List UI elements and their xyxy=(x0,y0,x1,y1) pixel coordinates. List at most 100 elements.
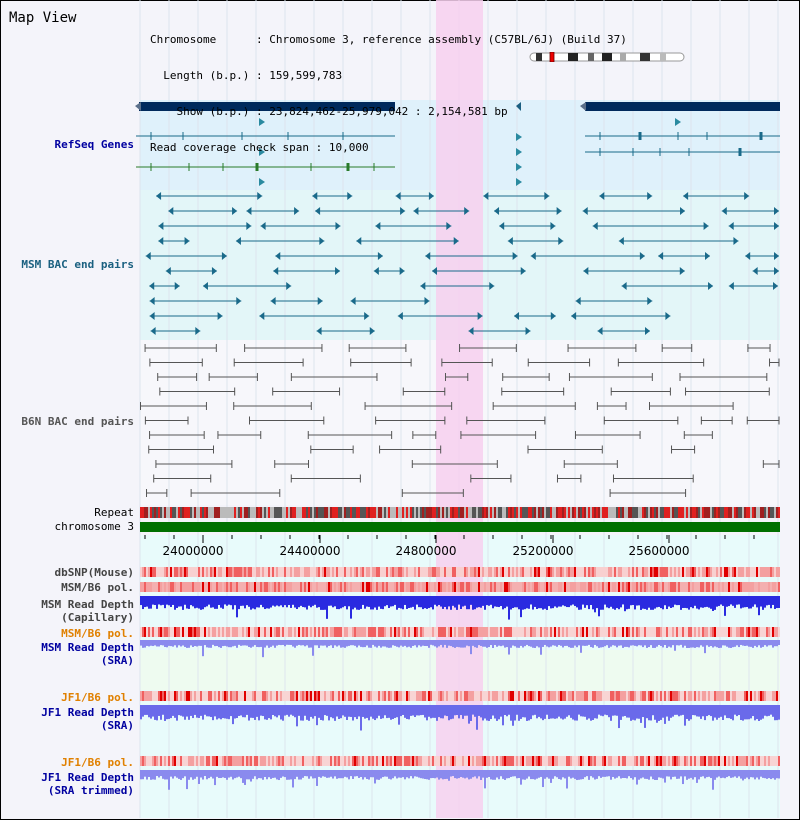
track-label-repeat[interactable]: Repeat xyxy=(94,506,134,519)
read-depth-bar xyxy=(292,705,294,716)
polymorphism-cell xyxy=(306,582,308,592)
read-depth-bar xyxy=(438,770,440,780)
read-depth-bar xyxy=(562,705,564,720)
read-depth-bar xyxy=(246,640,248,646)
polymorphism-cell xyxy=(646,582,648,592)
track-label-b6n-bac[interactable]: B6N BAC end pairs xyxy=(21,415,134,428)
polymorphism-cell xyxy=(422,691,424,701)
polymorphism-cell xyxy=(440,691,442,701)
read-depth-bar xyxy=(342,596,344,608)
polymorphism-cell xyxy=(540,627,542,637)
polymorphism-cell xyxy=(422,582,424,592)
read-depth-bar xyxy=(196,770,198,777)
track-label-jf1-read-depth-sra[interactable]: JF1 Read Depth xyxy=(41,706,134,719)
polymorphism-cell xyxy=(250,582,252,592)
read-depth-bar xyxy=(336,640,338,647)
read-depth-bar xyxy=(384,770,386,777)
polymorphism-cell xyxy=(464,582,466,592)
repeat-segment xyxy=(374,507,376,518)
read-depth-bar xyxy=(620,596,622,608)
read-depth-bar xyxy=(628,770,630,777)
polymorphism-cell xyxy=(660,582,662,592)
polymorphism-cell xyxy=(538,567,540,577)
read-depth-bar xyxy=(458,770,460,779)
read-depth-bar xyxy=(250,770,252,782)
polymorphism-cell xyxy=(738,756,740,766)
track-label-jf1-read-depth-trim[interactable]: JF1 Read Depth xyxy=(41,771,134,784)
repeat-segment xyxy=(586,507,588,518)
track-label-jf1-b6-pol[interactable]: JF1/B6 pol. xyxy=(61,691,134,704)
polymorphism-cell xyxy=(666,756,668,766)
polymorphism-cell xyxy=(510,627,512,637)
polymorphism-cell xyxy=(728,627,730,637)
read-depth-bar xyxy=(758,770,760,780)
polymorphism-cell xyxy=(576,691,578,701)
read-depth-bar xyxy=(776,770,778,779)
read-depth-bar xyxy=(290,640,292,645)
polymorphism-cell xyxy=(614,567,616,577)
read-depth-bar xyxy=(272,770,274,778)
polymorphism-cell xyxy=(256,691,258,701)
read-depth-bar xyxy=(710,596,712,609)
repeat-segment xyxy=(214,507,216,518)
repeat-segment xyxy=(512,507,514,518)
track-label-msm-read-depth-sra[interactable]: MSM Read Depth xyxy=(41,641,134,654)
read-depth-bar xyxy=(434,640,436,647)
msm-bac-end xyxy=(745,252,751,260)
polymorphism-cell xyxy=(382,691,384,701)
polymorphism-cell xyxy=(740,567,742,577)
msm-bac-end xyxy=(571,312,577,320)
read-depth-bar xyxy=(620,770,622,779)
polymorphism-cell xyxy=(234,691,236,701)
polymorphism-cell xyxy=(432,691,434,701)
read-depth-bar xyxy=(598,705,600,715)
polymorphism-cell xyxy=(634,756,636,766)
polymorphism-cell xyxy=(668,756,670,766)
polymorphism-cell xyxy=(352,567,354,577)
polymorphism-cell xyxy=(698,691,700,701)
repeat-segment xyxy=(444,507,446,518)
polymorphism-cell xyxy=(332,582,334,592)
repeat-segment xyxy=(536,507,538,518)
read-depth-bar xyxy=(464,705,466,716)
polymorphism-cell xyxy=(508,582,510,592)
read-depth-bar xyxy=(272,705,274,715)
polymorphism-cell xyxy=(666,567,668,577)
polymorphism-cell xyxy=(190,756,192,766)
read-depth-bar xyxy=(528,770,530,777)
track-label-jf1-b6-pol-2[interactable]: JF1/B6 pol. xyxy=(61,756,134,769)
polymorphism-cell xyxy=(606,691,608,701)
polymorphism-cell xyxy=(676,567,678,577)
track-label-chromosome[interactable]: chromosome 3 xyxy=(54,520,134,533)
polymorphism-cell xyxy=(680,567,682,577)
polymorphism-cell xyxy=(194,627,196,637)
polymorphism-cell xyxy=(532,756,534,766)
track-label-msm-read-depth-cap[interactable]: MSM Read Depth xyxy=(41,598,134,611)
read-depth-bar xyxy=(504,705,506,715)
polymorphism-cell xyxy=(554,691,556,701)
polymorphism-cell xyxy=(502,567,504,577)
read-depth-bar xyxy=(666,640,668,648)
read-depth-bar xyxy=(300,705,302,721)
repeat-segment xyxy=(142,507,144,518)
track-label-dbsnp[interactable]: dbSNP(Mouse) xyxy=(54,566,134,579)
msm-bac-end xyxy=(703,222,709,230)
polymorphism-cell xyxy=(778,582,780,592)
track-label-refseq[interactable]: RefSeq Genes xyxy=(54,138,134,151)
track-label-msm-b6-pol-2[interactable]: MSM/B6 pol. xyxy=(61,627,134,640)
polymorphism-cell xyxy=(512,691,514,701)
polymorphism-cell xyxy=(310,756,312,766)
polymorphism-cell xyxy=(716,582,718,592)
polymorphism-cell xyxy=(526,567,528,577)
read-depth-bar xyxy=(676,770,678,779)
chromosome-ideogram[interactable] xyxy=(528,52,686,62)
polymorphism-cell xyxy=(224,567,226,577)
polymorphism-cell xyxy=(366,567,368,577)
read-depth-bar xyxy=(238,596,240,610)
track-label-msm-bac[interactable]: MSM BAC end pairs xyxy=(21,258,134,271)
read-depth-bar xyxy=(614,640,616,646)
track-label-msm-b6-pol[interactable]: MSM/B6 pol. xyxy=(61,581,134,594)
read-depth-bar xyxy=(436,596,438,607)
polymorphism-cell xyxy=(284,627,286,637)
